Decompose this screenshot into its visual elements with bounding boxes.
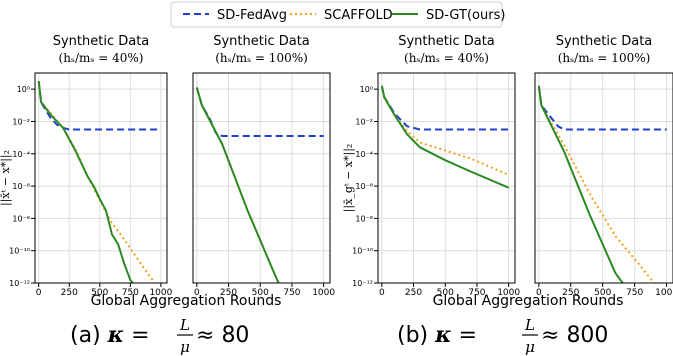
svg-text:(a) κ =: (a) κ = — [70, 322, 150, 348]
y-tick-label: 10⁻¹⁰ — [352, 247, 373, 256]
legend-label-3: SD-GT(ours) — [426, 8, 505, 23]
svg-text:(b) κ =: (b) κ = — [397, 322, 477, 348]
y-tick-label: 10⁻¹² — [352, 279, 373, 288]
x-tick-label: 250 — [220, 288, 237, 298]
y-tick-label: 10⁻⁴ — [355, 150, 373, 159]
series-line-3 — [37, 80, 134, 283]
x-tick-label: 750 — [283, 288, 300, 298]
x-tick-label: 500 — [437, 288, 454, 298]
panel-title: Synthetic Data — [213, 34, 310, 49]
panel-b-100: Synthetic Data (hₛ/mₛ = 100%) 0 250 500 750 10… — [534, 34, 673, 298]
series-line-2 — [537, 85, 656, 283]
series-line-3 — [537, 85, 624, 283]
panel-title: Synthetic Data — [398, 34, 495, 49]
caption-a-approx: ≈ — [196, 323, 221, 348]
legend: SD-FedAvg SCAFFOLD SD-GT(ours) — [170, 1, 505, 28]
x-tick-label: 750 — [122, 288, 139, 298]
panel-title: Synthetic Data — [53, 34, 150, 49]
axes-frame — [534, 72, 673, 284]
caption-b-value: 800 — [566, 323, 608, 348]
series-line-1 — [380, 85, 509, 131]
caption-a-eq: = — [124, 323, 149, 348]
y-tick-label: 10⁻⁸ — [12, 214, 30, 223]
panel-subtitle: (hₛ/mₛ = 40%) — [404, 51, 489, 65]
y-tick-label: 10⁻¹⁰ — [9, 247, 30, 256]
panel-b-40: Synthetic Data (hₛ/mₛ = 40%) 0 250 500 750 100… — [342, 34, 520, 298]
xlabel-right: Global Aggregation Rounds — [433, 293, 624, 309]
xlabel-left: Global Aggregation Rounds — [91, 293, 282, 309]
legend-label-1: SD-FedAvg — [217, 8, 287, 23]
legend-label-2: SCAFFOLD — [324, 8, 393, 23]
x-tick-label: 250 — [405, 288, 422, 298]
y-axis-label: ||x̄_gᵗ − x*||₂ — [342, 144, 356, 213]
y-tick-label: 10⁻² — [355, 117, 373, 126]
x-tick-label: 1000 — [312, 288, 335, 298]
panel-a-40: Synthetic Data (hₛ/mₛ = 40%) 0 250 500 750 100… — [0, 34, 173, 298]
y-tick-label: 10⁻² — [12, 117, 30, 126]
series-line-3 — [380, 85, 510, 189]
y-tick-label: 10⁰ — [360, 85, 373, 94]
caption-a: (a) κ = L μ ≈ 80 — [70, 316, 249, 356]
axes-frame — [377, 72, 516, 284]
panel-a-100: Synthetic Data (hₛ/mₛ = 100%) 0 250 500 750 10… — [192, 34, 335, 298]
panel-subtitle: (hₛ/mₛ = 100%) — [215, 51, 308, 65]
panel-subtitle: (hₛ/mₛ = 40%) — [59, 51, 144, 65]
x-tick-label: 500 — [252, 288, 269, 298]
y-tick-label: 10⁻⁸ — [355, 214, 373, 223]
legend-frame — [170, 1, 503, 28]
caption-b-eq: = — [452, 323, 477, 348]
svg-text:≈ 800: ≈ 800 — [541, 323, 608, 348]
x-tick-label: 0 — [536, 288, 542, 298]
axes-frame — [34, 72, 168, 284]
x-tick-label: 1000 — [655, 288, 673, 298]
y-tick-label: 10⁻⁶ — [12, 182, 30, 191]
x-tick-label: 1000 — [497, 288, 520, 298]
series-line-2 — [380, 85, 510, 176]
caption-a-prefix: (a) — [70, 323, 108, 348]
panel-subtitle: (hₛ/mₛ = 100%) — [558, 51, 651, 65]
axes-frame — [192, 72, 331, 284]
x-tick-label: 500 — [594, 288, 611, 298]
caption-a-value: 80 — [221, 323, 249, 348]
y-tick-label: 10⁻⁶ — [355, 182, 373, 191]
caption-b-den: μ — [525, 338, 535, 356]
caption-b-kappa: κ — [434, 322, 452, 348]
y-tick-label: 10⁻⁴ — [12, 150, 30, 159]
x-tick-label: 0 — [379, 288, 385, 298]
series-line-3 — [195, 87, 280, 283]
x-tick-label: 500 — [91, 288, 108, 298]
y-axis-label: ||x̄ᵗ − x*||₂ — [0, 150, 13, 206]
caption-a-num: L — [179, 316, 190, 334]
panel-title: Synthetic Data — [556, 34, 653, 49]
caption-b-approx: ≈ — [541, 323, 566, 348]
caption-b-prefix: (b) — [397, 323, 435, 348]
y-tick-label: 10⁰ — [17, 85, 30, 94]
x-tick-label: 0 — [194, 288, 200, 298]
y-tick-label: 10⁻¹² — [9, 279, 30, 288]
x-tick-label: 1000 — [149, 288, 172, 298]
x-tick-label: 250 — [61, 288, 78, 298]
x-tick-label: 0 — [36, 288, 42, 298]
svg-text:≈ 80: ≈ 80 — [196, 323, 249, 348]
caption-b: (b) κ = L μ ≈ 800 — [397, 316, 608, 356]
x-tick-label: 750 — [468, 288, 485, 298]
x-tick-label: 750 — [626, 288, 643, 298]
caption-b-num: L — [524, 316, 535, 334]
caption-a-den: μ — [180, 338, 190, 356]
x-tick-label: 250 — [562, 288, 579, 298]
caption-a-kappa: κ — [107, 322, 125, 348]
